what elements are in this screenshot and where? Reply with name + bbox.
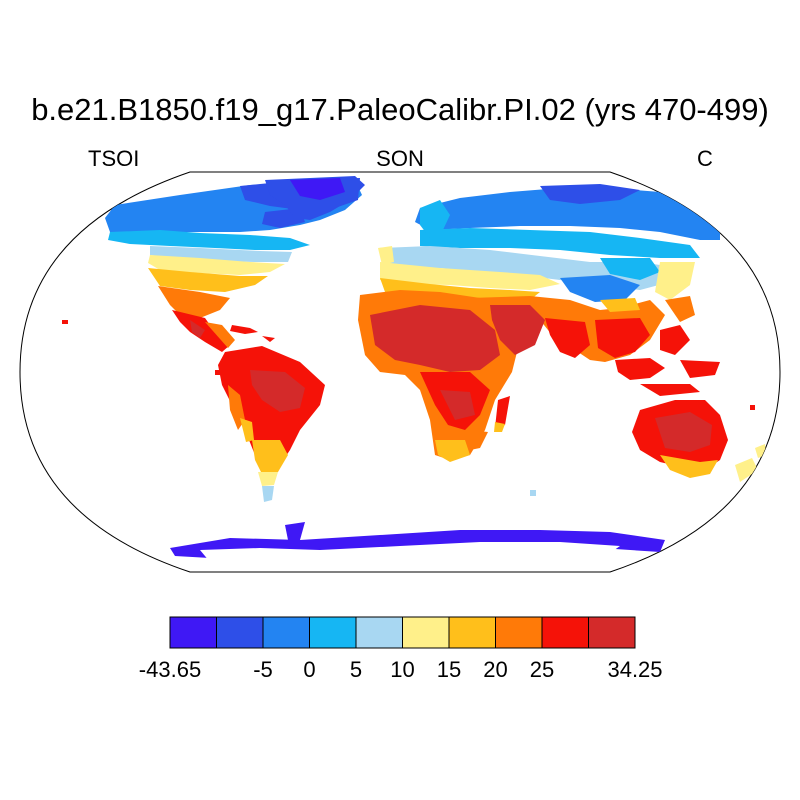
colorbar-label: 10 [390, 657, 415, 682]
colorbar-label: 0 [303, 657, 316, 682]
season-label: SON [376, 146, 424, 171]
eurasia-north [378, 184, 720, 302]
australia [632, 400, 766, 482]
colorbar-swatch [309, 616, 357, 649]
colorbar-swatch [495, 616, 543, 649]
antarctica [170, 522, 665, 566]
colorbar-label: 15 [436, 657, 462, 682]
colorbar-swatch [402, 616, 450, 649]
colorbar-swatch [262, 616, 310, 649]
colorbar-label: 5 [349, 657, 363, 682]
south-america [218, 346, 325, 502]
colorbar-swatch [216, 616, 264, 649]
colorbar-swatch [541, 616, 589, 649]
colorbar-swatch [355, 616, 403, 649]
plot-title: b.e21.B1850.f19_g17.PaleoCalibr.PI.02 (y… [31, 92, 769, 127]
variable-label: TSOI [88, 146, 140, 171]
colorbar-swatch [169, 616, 217, 649]
colorbar-label: 20 [483, 657, 508, 682]
colorbar-label: 25 [529, 657, 555, 682]
colorbar [169, 616, 636, 649]
colorbar-label: 34.25 [607, 657, 663, 682]
colorbar-swatch [448, 616, 496, 649]
units-label: C [697, 146, 713, 171]
north-america [105, 176, 365, 352]
colorbar-label: -5 [253, 657, 273, 682]
africa [358, 290, 520, 462]
colorbar-swatch [588, 616, 636, 649]
colorbar-label: -43.65 [138, 657, 202, 682]
south-asia [470, 296, 720, 396]
